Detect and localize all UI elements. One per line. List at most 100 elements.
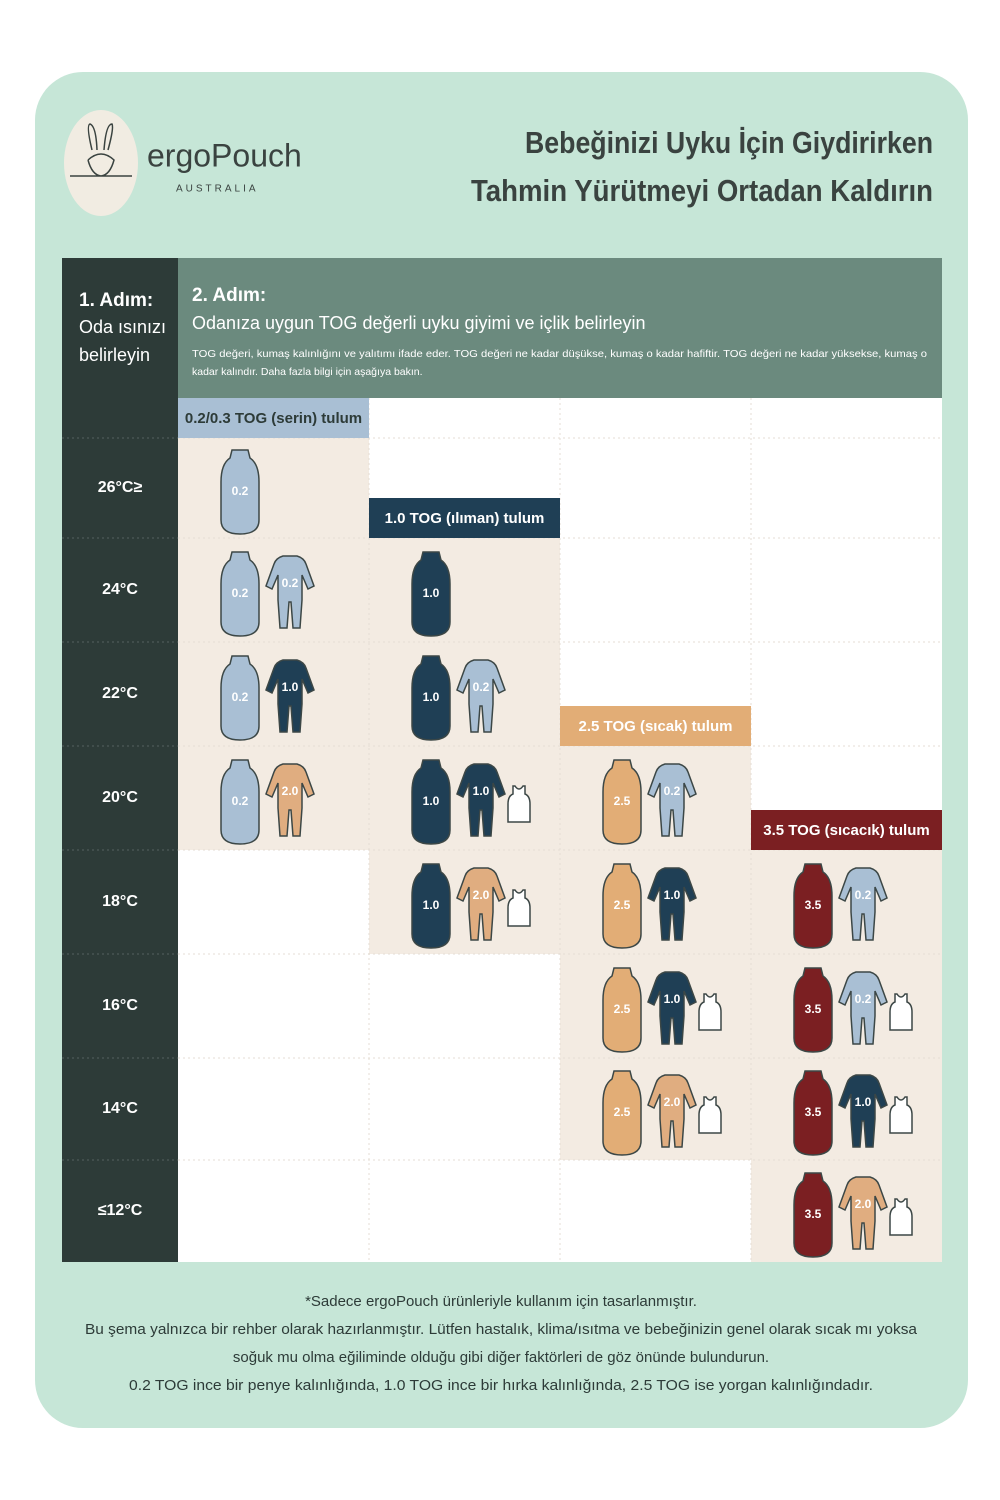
singlet	[698, 1096, 722, 1134]
sack-shape	[411, 655, 451, 741]
footer-line: soğuk mu olma eğiliminde olduğu gibi diğ…	[233, 1349, 769, 1366]
romper: 1.0	[647, 971, 697, 1045]
sleep-sack: 3.5	[793, 967, 833, 1053]
singlet	[889, 1096, 913, 1134]
romper: 1.0	[456, 763, 506, 837]
column-label-bg	[751, 810, 942, 850]
romper-tog: 2.0	[282, 784, 299, 798]
step2-description: kadar kalındır. Daha fazla bilgi için aş…	[192, 366, 423, 378]
romper-shape	[838, 1074, 888, 1148]
romper-tog: 2.0	[473, 888, 490, 902]
romper-tog: 1.0	[664, 992, 681, 1006]
sleep-sack: 0.2	[220, 551, 260, 637]
brand: ergoPouch	[147, 137, 302, 173]
romper: 0.2	[265, 555, 315, 629]
romper-tog: 0.2	[855, 888, 872, 902]
step1-column	[62, 258, 178, 1262]
sleep-sack: 0.2	[220, 759, 260, 845]
title-line: Tahmin Yürütmeyi Ortadan Kaldırın	[471, 173, 933, 208]
romper: 2.0	[265, 763, 315, 837]
step2-subtitle: Odanıza uygun TOG değerli uyku giyimi ve…	[192, 313, 646, 333]
sleep-sack: 3.5	[793, 863, 833, 949]
footer-line: 0.2 TOG ince bir penye kalınlığında, 1.0…	[129, 1377, 873, 1394]
romper-tog: 0.2	[664, 784, 681, 798]
romper-tog: 1.0	[664, 888, 681, 902]
romper-shape	[647, 763, 697, 837]
sleep-sack: 0.2	[220, 449, 260, 535]
romper: 0.2	[838, 971, 888, 1045]
romper-shape	[838, 971, 888, 1045]
romper-shape	[456, 867, 506, 941]
sack-tog: 1.0	[423, 690, 440, 704]
temperature: 26°C≥	[98, 479, 143, 496]
sack-tog: 1.0	[423, 898, 440, 912]
column-label: 3.5 TOG (sıcacık) tulum	[763, 822, 929, 839]
romper-shape	[647, 1074, 697, 1148]
romper-tog: 1.0	[855, 1095, 872, 1109]
romper-shape	[838, 1176, 888, 1250]
sack-shape	[220, 551, 260, 637]
sack-shape	[602, 967, 642, 1053]
sleep-sack: 1.0	[411, 863, 451, 949]
sack-tog: 3.5	[805, 898, 822, 912]
sack-shape	[793, 863, 833, 949]
romper-shape	[265, 763, 315, 837]
romper: 0.2	[456, 659, 506, 733]
romper-tog: 2.0	[855, 1197, 872, 1211]
temperature: 16°C	[102, 997, 138, 1014]
temperature: 14°C	[102, 1100, 138, 1117]
singlet	[889, 1198, 913, 1236]
romper-shape	[265, 555, 315, 629]
romper-tog: 1.0	[282, 680, 299, 694]
romper-tog: 2.0	[664, 1095, 681, 1109]
sack-shape	[411, 759, 451, 845]
temperature: 18°C	[102, 893, 138, 910]
singlet-shape	[889, 1198, 913, 1236]
sack-shape	[411, 863, 451, 949]
romper-shape	[456, 763, 506, 837]
sack-tog: 0.2	[232, 794, 249, 808]
step2-title: 2. Adım:	[192, 285, 266, 306]
column-label-bg	[560, 706, 751, 746]
sleep-sack: 2.5	[602, 1070, 642, 1156]
sack-tog: 0.2	[232, 586, 249, 600]
sleep-sack: 2.5	[602, 863, 642, 949]
temperature: 24°C	[102, 581, 138, 598]
romper-tog: 0.2	[855, 992, 872, 1006]
singlet	[698, 993, 722, 1031]
sack-tog: 0.2	[232, 484, 249, 498]
footer-line: *Sadece ergoPouch ürünleriyle kullanım i…	[305, 1293, 697, 1310]
singlet	[889, 993, 913, 1031]
logo	[64, 110, 138, 216]
sack-shape	[793, 1172, 833, 1258]
romper: 2.0	[647, 1074, 697, 1148]
sack-tog: 3.5	[805, 1002, 822, 1016]
temperature: 20°C	[102, 789, 138, 806]
temperature: ≤12°C	[98, 1202, 143, 1219]
sack-tog: 0.2	[232, 690, 249, 704]
sack-tog: 3.5	[805, 1207, 822, 1221]
sack-shape	[220, 449, 260, 535]
step1-text: Oda ısınızı	[79, 317, 166, 337]
column-label-bg	[369, 498, 560, 538]
sack-shape	[793, 1070, 833, 1156]
romper-shape	[838, 867, 888, 941]
step2-header	[178, 258, 942, 398]
sack-shape	[220, 655, 260, 741]
column-label: 2.5 TOG (sıcak) tulum	[579, 718, 733, 735]
temperature: 22°C	[102, 685, 138, 702]
romper-tog: 1.0	[473, 784, 490, 798]
brand-sub: AUSTRALIA	[176, 184, 259, 195]
romper: 2.0	[838, 1176, 888, 1250]
singlet-shape	[507, 889, 531, 927]
singlet	[507, 785, 531, 823]
romper: 1.0	[647, 867, 697, 941]
romper-shape	[647, 971, 697, 1045]
romper: 1.0	[265, 659, 315, 733]
title-line: Bebeğinizi Uyku İçin Giydirirken	[525, 125, 933, 160]
sack-tog: 1.0	[423, 794, 440, 808]
sack-shape	[602, 1070, 642, 1156]
step1-title: 1. Adım:	[79, 290, 153, 311]
